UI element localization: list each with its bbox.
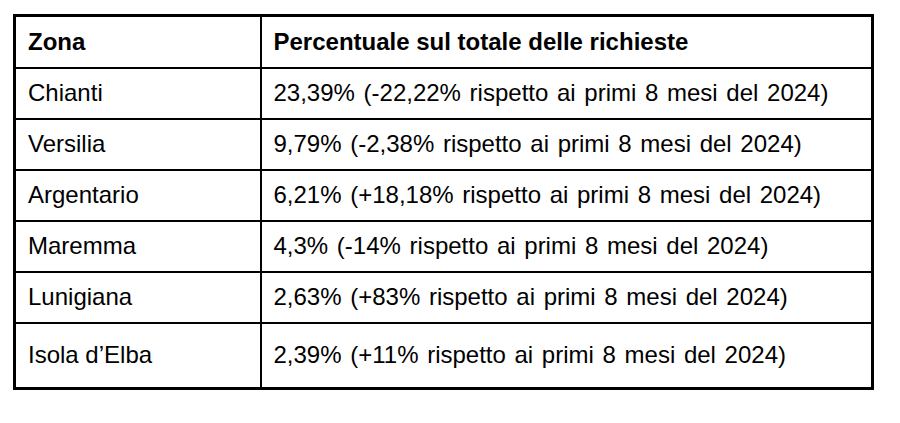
table-row: Lunigiana 2,63% (+83% rispetto ai primi … — [15, 272, 873, 323]
zona-cell: Chianti — [15, 68, 261, 119]
table-row: Maremma 4,3% (-14% rispetto ai primi 8 m… — [15, 221, 873, 272]
percentuale-cell: 2,63% (+83% rispetto ai primi 8 mesi del… — [261, 272, 873, 323]
table-row: Isola d’Elba 2,39% (+11% rispetto ai pri… — [15, 323, 873, 389]
zona-cell: Lunigiana — [15, 272, 261, 323]
percentuale-cell: 23,39% (-22,22% rispetto ai primi 8 mesi… — [261, 68, 873, 119]
percentuale-cell: 4,3% (-14% rispetto ai primi 8 mesi del … — [261, 221, 873, 272]
table-body: Chianti 23,39% (-22,22% rispetto ai prim… — [15, 68, 873, 389]
percentuale-cell: 6,21% (+18,18% rispetto ai primi 8 mesi … — [261, 170, 873, 221]
zona-cell: Versilia — [15, 119, 261, 170]
zona-cell: Argentario — [15, 170, 261, 221]
table-row: Argentario 6,21% (+18,18% rispetto ai pr… — [15, 170, 873, 221]
table-header: Zona Percentuale sul totale delle richie… — [15, 16, 873, 68]
zone-percentage-table: Zona Percentuale sul totale delle richie… — [13, 14, 874, 390]
percentuale-cell: 9,79% (-2,38% rispetto ai primi 8 mesi d… — [261, 119, 873, 170]
column-header-percentuale: Percentuale sul totale delle richieste — [261, 16, 873, 68]
page-background: Zona Percentuale sul totale delle richie… — [0, 0, 900, 423]
percentuale-cell: 2,39% (+11% rispetto ai primi 8 mesi del… — [261, 323, 873, 389]
table-row: Versilia 9,79% (-2,38% rispetto ai primi… — [15, 119, 873, 170]
column-header-zona: Zona — [15, 16, 261, 68]
header-row: Zona Percentuale sul totale delle richie… — [15, 16, 873, 68]
zona-cell: Isola d’Elba — [15, 323, 261, 389]
zona-cell: Maremma — [15, 221, 261, 272]
table-row: Chianti 23,39% (-22,22% rispetto ai prim… — [15, 68, 873, 119]
